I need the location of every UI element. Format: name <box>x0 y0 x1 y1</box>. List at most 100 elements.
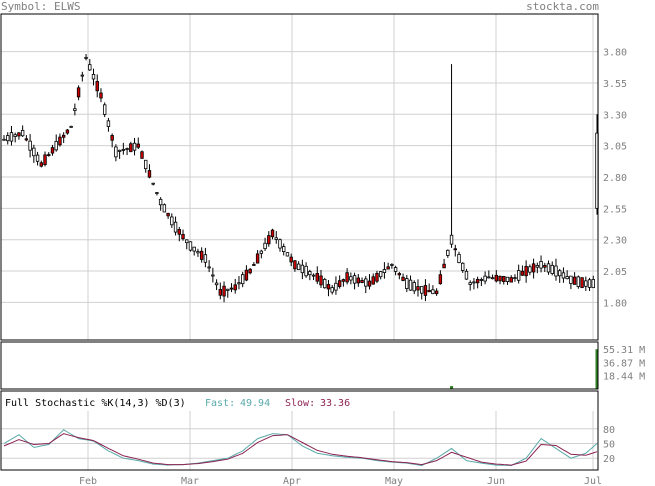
candle-body-104 <box>390 263 394 266</box>
candle-body-142 <box>531 263 536 273</box>
candle-body-52 <box>196 251 200 254</box>
stochastic-layer <box>3 429 598 467</box>
candle-body-139 <box>520 270 525 276</box>
candle-body-32 <box>121 148 126 151</box>
fast-value: 49.94 <box>240 398 270 409</box>
candle-body-31 <box>117 149 122 152</box>
month-tick-may: May <box>385 476 403 486</box>
candle-body-14 <box>54 141 58 151</box>
frame-layer <box>0 13 599 471</box>
candle-body-133 <box>498 275 502 282</box>
month-tick-mar: Mar <box>181 476 199 486</box>
candle-body-13 <box>50 147 55 154</box>
candle-body-154 <box>576 276 581 287</box>
candle-body-9 <box>35 154 40 162</box>
slow-label: Slow: <box>285 398 315 409</box>
candle-body-17 <box>65 129 70 134</box>
month-tick-jul: Jul <box>584 476 602 486</box>
candle-body-3 <box>13 134 17 137</box>
candle-body-74 <box>278 239 282 249</box>
volume-bar-0 <box>450 386 454 389</box>
candle-body-37 <box>140 151 144 159</box>
candle-body-59 <box>222 285 226 297</box>
candle-body-18 <box>69 125 73 128</box>
candle-body-145 <box>543 265 547 268</box>
candle-body-56 <box>211 274 215 277</box>
candle-body-100 <box>375 273 379 282</box>
candle-body-76 <box>285 252 290 257</box>
month-tick-feb: Feb <box>79 476 97 486</box>
candle-body-47 <box>177 229 181 235</box>
candle-body-138 <box>516 270 521 281</box>
candle-body-157 <box>587 279 592 288</box>
candle-body-148 <box>554 265 558 277</box>
site-name[interactable]: stockta.com <box>526 0 599 13</box>
volume-tick-2: 18.44 M <box>603 372 645 383</box>
candle-body-25 <box>95 80 99 92</box>
candle-body-102 <box>382 269 387 273</box>
grid-layer <box>1 14 598 470</box>
candle-body-112 <box>420 286 424 294</box>
volume-tick-0: 55.31 M <box>603 345 645 356</box>
price-tick-5: 2.55 <box>603 204 627 215</box>
candle-body-97 <box>364 278 368 287</box>
candle-body-95 <box>356 277 361 284</box>
candle-body-22 <box>84 56 88 59</box>
volume-tick-1: 36.87 M <box>603 358 645 369</box>
candle-body-99 <box>371 276 375 285</box>
candle-body-153 <box>572 276 577 285</box>
candle-body-137 <box>513 277 517 279</box>
candle-body-127 <box>475 278 480 284</box>
volume-layer <box>450 349 599 389</box>
candle-body-28 <box>106 120 111 127</box>
candle-body-83 <box>311 274 316 277</box>
candle-body-0 <box>2 138 6 141</box>
candle-body-36 <box>136 143 140 148</box>
candle-body-7 <box>28 140 32 151</box>
candle-body-45 <box>170 216 174 226</box>
candle-body-11 <box>43 154 47 166</box>
candle-body-35 <box>132 142 137 151</box>
fast-label: Fast: <box>205 398 235 409</box>
candle-body-118 <box>442 263 446 269</box>
candle-body-123 <box>461 262 465 271</box>
candle-body-90 <box>337 280 342 287</box>
candle-body-16 <box>61 134 66 138</box>
candle-body-46 <box>173 221 178 233</box>
candle-body-71 <box>267 235 271 245</box>
candle-body-149 <box>558 270 562 277</box>
candle-body-66 <box>248 268 252 274</box>
candle-body-84 <box>315 273 319 282</box>
candle-body-89 <box>334 282 338 291</box>
price-tick-7: 2.05 <box>603 267 627 278</box>
candle-body-119 <box>446 249 450 256</box>
candle-body-54 <box>203 254 208 263</box>
candle-body-105 <box>393 267 398 272</box>
candle-body-158 <box>591 279 595 289</box>
candle-body-87 <box>326 284 331 290</box>
stoch-line-slow <box>3 433 598 466</box>
slow-value: 33.36 <box>320 398 350 409</box>
candle-body-130 <box>487 276 491 279</box>
price-tick-3: 3.05 <box>603 142 627 153</box>
price-tick-2: 3.30 <box>603 110 627 121</box>
candle-body-48 <box>181 233 185 240</box>
candle-body-10 <box>39 162 43 167</box>
candle-body-98 <box>367 280 372 287</box>
candle-body-92 <box>345 272 349 283</box>
candle-body-115 <box>431 289 435 295</box>
candle-body-55 <box>207 266 211 269</box>
candle-body-109 <box>408 279 413 291</box>
candle-body-1 <box>6 135 10 142</box>
candle-body-125 <box>468 282 472 285</box>
stoch-tick-1: 50 <box>603 440 615 451</box>
candle-body-21 <box>80 74 85 77</box>
stoch-line-fast <box>3 429 598 467</box>
candle-body-128 <box>479 279 484 281</box>
candle-body-63 <box>237 282 241 285</box>
candle-body-75 <box>282 246 286 252</box>
candle-body-126 <box>472 281 476 284</box>
candle-body-70 <box>263 242 267 250</box>
candle-body-77 <box>289 256 293 263</box>
